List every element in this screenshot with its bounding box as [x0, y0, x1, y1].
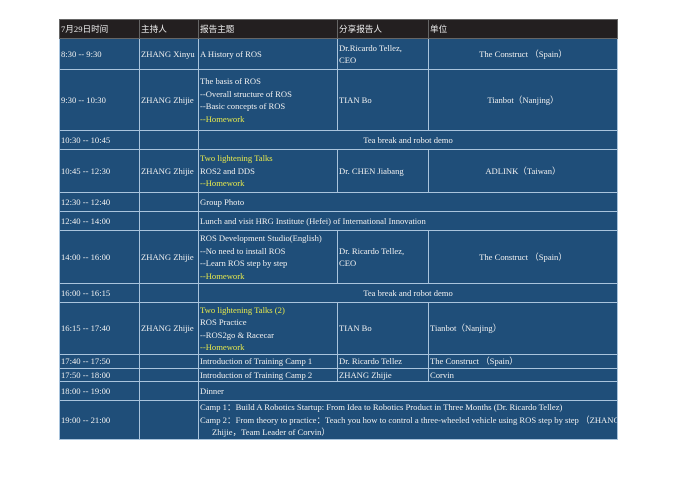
- camp-2-continued: Zhijie，Team Leader of Corvin）: [212, 427, 331, 437]
- header-speaker: 分享报告人: [337, 19, 429, 39]
- table-row: 18:00 -- 19:00 Dinner: [59, 381, 618, 401]
- camp-2: Camp 2：From theory to practice：Teach you…: [200, 414, 618, 425]
- camp-1: Camp 1：Build A Robotics Startup: From Id…: [200, 402, 563, 412]
- topic-line: --ROS2go & Racecar: [200, 329, 274, 340]
- table-row: 17:50 -- 18:00 Introduction of Training …: [59, 367, 618, 382]
- host: [139, 130, 199, 150]
- topic-line: ROS Practice: [200, 317, 247, 327]
- host: ZHANG Zhijie: [139, 230, 199, 284]
- topic-line: --Basic concepts of ROS: [200, 101, 286, 111]
- time: 12:40 -- 14:00: [59, 211, 140, 231]
- host: [139, 400, 199, 440]
- topic-line: --No need to install ROS: [200, 245, 286, 256]
- table-row: 19:00 -- 21:00 Camp 1：Build A Robotics S…: [59, 400, 618, 440]
- event: Lunch and visit HRG Institute (Hefei) of…: [198, 211, 618, 231]
- table-row: 8:30 -- 9:30 ZHANG Xinyu A History of RO…: [59, 38, 618, 70]
- topic: Two lightening Talks ROS2 and DDS --Homewo…: [198, 149, 338, 193]
- topic-line: ROS Development Studio(English): [200, 233, 322, 243]
- table-row: 10:45 -- 12:30 ZHANG Zhijie Two lighteni…: [59, 149, 618, 193]
- org: Corvin: [428, 367, 618, 382]
- topic: Two lightening Talks (2) ROS Practice --RO…: [198, 302, 338, 355]
- topic-line: ROS2 and DDS: [200, 165, 255, 176]
- host: [139, 192, 199, 212]
- time: 16:15 -- 17:40: [59, 302, 140, 355]
- speaker: Dr. CHEN Jiabang: [337, 149, 429, 193]
- org: The Construct （Spain）: [428, 38, 618, 70]
- topic: A History of ROS: [198, 38, 338, 70]
- table-row: 16:00 -- 16:15 Tea break and robot demo: [59, 283, 618, 303]
- event: Tea break and robot demo: [198, 283, 618, 303]
- org: Tianbot（Nanjing）: [428, 69, 618, 131]
- host: [139, 367, 199, 382]
- table-row: 14:00 -- 16:00 ZHANG Zhijie ROS Developm…: [59, 230, 618, 284]
- speaker: Dr. Ricardo Tellez: [337, 354, 429, 369]
- speaker: Dr. Ricardo Tellez, CEO: [337, 230, 429, 284]
- time: 9:30 -- 10:30: [59, 69, 140, 131]
- topic-line: The basis of ROS: [200, 76, 261, 86]
- table-row: 12:30 -- 12:40 Group Photo: [59, 192, 618, 212]
- time: 14:00 -- 16:00: [59, 230, 140, 284]
- host: [139, 381, 199, 401]
- header-topic: 报告主题: [198, 19, 338, 39]
- topic-line: --Overall structure of ROS: [200, 88, 292, 99]
- event: Group Photo: [198, 192, 618, 212]
- speaker: TIAN Bo: [337, 302, 429, 355]
- homework-label: --Homework: [200, 178, 245, 189]
- host: ZHANG Zhijie: [139, 69, 199, 131]
- host: [139, 211, 199, 231]
- table-row: 9:30 -- 10:30 ZHANG Zhijie The basis of …: [59, 69, 618, 131]
- org: The Construct （Spain）: [428, 354, 618, 369]
- time: 12:30 -- 12:40: [59, 192, 140, 212]
- speaker-line: CEO: [339, 55, 357, 65]
- host: [139, 283, 199, 303]
- event: Camp 1：Build A Robotics Startup: From Id…: [198, 400, 618, 440]
- speaker: TIAN Bo: [337, 69, 429, 131]
- host: [139, 354, 199, 369]
- table-row: 10:30 -- 10:45 Tea break and robot demo: [59, 130, 618, 150]
- org: Tianbot（Nanjing）: [428, 302, 618, 355]
- host: ZHANG Zhijie: [139, 149, 199, 193]
- host: ZHANG Zhijie: [139, 302, 199, 355]
- header-host: 主持人: [139, 19, 199, 39]
- time: 18:00 -- 19:00: [59, 381, 140, 401]
- time: 17:50 -- 18:00: [59, 367, 140, 382]
- host: ZHANG Xinyu: [139, 38, 199, 70]
- time: 8:30 -- 9:30: [59, 38, 140, 70]
- homework-label: --Homework: [200, 270, 245, 281]
- topic-line: Two lightening Talks (2): [200, 304, 285, 315]
- speaker: ZHANG Zhijie: [337, 367, 429, 382]
- schedule-table: 7月29日时间 主持人 报告主题 分享报告人 单位 8:30 -- 9:30 Z…: [59, 19, 618, 440]
- homework-label: --Homework: [200, 342, 245, 352]
- table-row: 16:15 -- 17:40 ZHANG Zhijie Two lighteni…: [59, 302, 618, 355]
- time: 17:40 -- 17:50: [59, 354, 140, 369]
- topic: The basis of ROS --Overall structure of R…: [198, 69, 338, 131]
- time: 10:30 -- 10:45: [59, 130, 140, 150]
- homework-label: --Homework: [200, 113, 245, 124]
- topic-line: --Learn ROS step by step: [200, 258, 288, 268]
- topic: Introduction of Training Camp 2: [198, 367, 338, 382]
- header-row: 7月29日时间 主持人 报告主题 分享报告人 单位: [59, 19, 618, 39]
- table-row: 12:40 -- 14:00 Lunch and visit HRG Insti…: [59, 211, 618, 231]
- speaker-line: CEO: [339, 258, 357, 268]
- speaker-line: Dr. Ricardo Tellez,: [339, 245, 405, 256]
- speaker: Dr.Ricardo Tellez, CEO: [337, 38, 429, 70]
- header-time: 7月29日时间: [59, 19, 140, 39]
- time: 19:00 -- 21:00: [59, 400, 140, 440]
- header-org: 单位: [428, 19, 618, 39]
- event: Tea break and robot demo: [198, 130, 618, 150]
- topic-line: Two lightening Talks: [200, 153, 273, 164]
- topic: ROS Development Studio(English) --No need…: [198, 230, 338, 284]
- topic: Introduction of Training Camp 1: [198, 354, 338, 369]
- speaker-line: Dr.Ricardo Tellez,: [339, 42, 402, 53]
- table-row: 17:40 -- 17:50 Introduction of Training …: [59, 354, 618, 369]
- org: The Construct （Spain）: [428, 230, 618, 284]
- time: 10:45 -- 12:30: [59, 149, 140, 193]
- event: Dinner: [198, 381, 618, 401]
- time: 16:00 -- 16:15: [59, 283, 140, 303]
- org: ADLINK（Taiwan）: [428, 149, 618, 193]
